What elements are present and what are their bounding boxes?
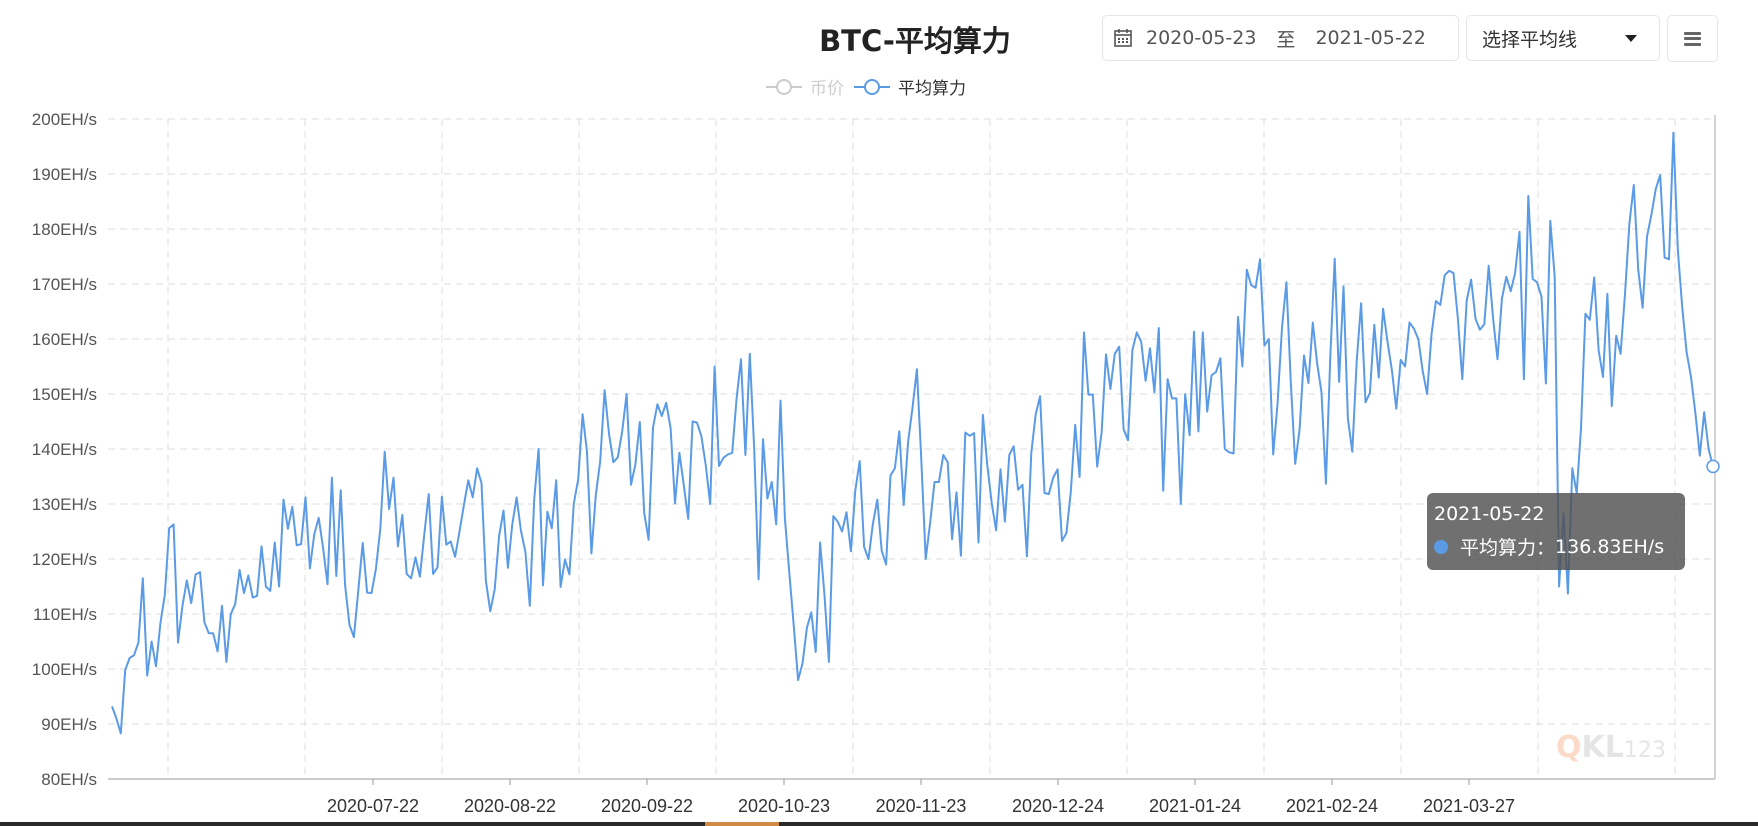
svg-text:170EH/s: 170EH/s	[32, 275, 97, 294]
legend-label-hashrate: 平均算力	[898, 79, 966, 99]
y-axis: 80EH/s 90EH/s 100EH/s 110EH/s 120EH/s 130EH/s…	[32, 110, 97, 789]
svg-text:180EH/s: 180EH/s	[32, 220, 97, 239]
svg-text:2021-02-24: 2021-02-24	[1286, 796, 1378, 816]
date-separator: 至	[1276, 28, 1296, 51]
svg-text:160EH/s: 160EH/s	[32, 330, 97, 349]
legend-label-price: 币价	[810, 79, 844, 99]
hover-point-marker	[1706, 459, 1720, 474]
qkl123-logo: QKL123	[1556, 730, 1666, 765]
svg-text:150EH/s: 150EH/s	[32, 385, 97, 404]
svg-text:100EH/s: 100EH/s	[32, 660, 97, 679]
svg-text:140EH/s: 140EH/s	[32, 440, 97, 459]
hashrate-series-line[interactable]	[111, 131, 1714, 735]
legend-line-circle-icon	[766, 78, 802, 95]
svg-text:120EH/s: 120EH/s	[32, 550, 97, 569]
svg-text:200EH/s: 200EH/s	[32, 110, 97, 129]
moving-average-select-label: 选择平均线	[1482, 28, 1578, 51]
svg-text:90EH/s: 90EH/s	[41, 715, 97, 734]
tooltip-series-name: 平均算力	[1460, 537, 1537, 559]
svg-text:2020-08-22: 2020-08-22	[464, 796, 556, 816]
legend-item-price[interactable]: 币价	[764, 74, 844, 99]
legend-line-circle-icon	[854, 78, 890, 95]
hamburger-menu-icon	[1684, 31, 1701, 46]
svg-text:110EH/s: 110EH/s	[33, 605, 97, 624]
x-axis: 2020-07-22 2020-08-22 2020-09-22 2020-10-23…	[108, 115, 1716, 816]
series-color-dot-icon	[1434, 539, 1448, 554]
grid	[108, 118, 1715, 779]
svg-text:130EH/s: 130EH/s	[32, 495, 97, 514]
caret-down-icon	[1625, 34, 1637, 42]
chart-tooltip: 2021-05-22 平均算力： 136.83EH/s	[1427, 493, 1685, 570]
tooltip-value: 136.83EH/s	[1555, 535, 1665, 558]
svg-text:2021-01-24: 2021-01-24	[1149, 796, 1241, 816]
chart-menu-button[interactable]	[1667, 15, 1718, 62]
svg-text:2020-09-22: 2020-09-22	[601, 796, 693, 816]
svg-text:190EH/s: 190EH/s	[32, 165, 97, 184]
date-range-picker[interactable]: 2020-05-23 至 2021-05-22	[1102, 15, 1459, 61]
svg-text:2020-10-23: 2020-10-23	[738, 796, 830, 816]
start-date-input[interactable]: 2020-05-23	[1146, 27, 1257, 49]
svg-text:2020-07-22: 2020-07-22	[327, 796, 419, 816]
svg-text:2020-12-24: 2020-12-24	[1012, 796, 1104, 816]
end-date-input[interactable]: 2021-05-22	[1315, 27, 1426, 49]
bottom-edge	[0, 822, 1758, 826]
svg-text:2021-03-27: 2021-03-27	[1423, 796, 1515, 816]
legend: 币价 平均算力	[764, 74, 966, 99]
moving-average-select[interactable]: 选择平均线	[1466, 15, 1660, 61]
calendar-icon	[1114, 29, 1132, 47]
tooltip-date: 2021-05-22	[1434, 503, 1545, 525]
tooltip-colon: ：	[1536, 537, 1556, 559]
svg-text:2020-11-23: 2020-11-23	[876, 796, 967, 816]
legend-item-hashrate[interactable]: 平均算力	[852, 74, 966, 99]
svg-text:80EH/s: 80EH/s	[41, 770, 97, 789]
chart-title: BTC-平均算力	[819, 24, 1011, 58]
